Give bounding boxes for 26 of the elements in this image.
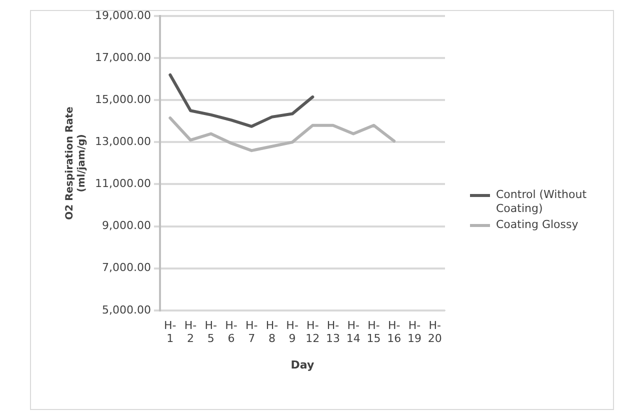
y-tick-label: 17,000.00: [95, 50, 151, 64]
x-tick-label: H- 13: [326, 318, 340, 346]
x-tick-label: H- 9: [286, 318, 298, 346]
x-tick-label: H- 14: [346, 318, 360, 346]
y-tick-label: 9,000.00: [102, 219, 151, 232]
y-tick-label: 15,000.00: [95, 92, 151, 106]
x-tick-label: H- 1: [164, 318, 176, 346]
x-tick-label: H- 15: [366, 318, 381, 346]
legend-label: Coating Glossy: [496, 218, 580, 232]
y-tick-label: 19,000.00: [95, 8, 151, 22]
x-axis-title: Day: [290, 358, 314, 372]
x-tick-label: H- 6: [225, 318, 238, 346]
y-tick-label: 7,000.00: [102, 261, 151, 274]
x-tick-label: H- 12: [306, 318, 320, 346]
x-tick-label: H- 8: [266, 318, 278, 346]
y-axis-title: O2 Respiration Rate (ml/jam/g): [64, 106, 88, 220]
x-tick-label: H- 2: [184, 318, 197, 346]
x-tick-label: H- 19: [407, 318, 422, 346]
y-tick-label: 11,000.00: [95, 177, 151, 190]
x-tick-label: H- 16: [387, 318, 402, 346]
legend-label: Control (Without Coating): [496, 188, 588, 216]
y-tick-label: 5,000.00: [102, 303, 151, 316]
y-tick-label: 13,000.00: [95, 135, 151, 148]
x-tick-label: H- 5: [204, 318, 218, 346]
x-tick-label: H- 20: [428, 318, 442, 346]
x-tick-label: H- 7: [245, 318, 258, 346]
